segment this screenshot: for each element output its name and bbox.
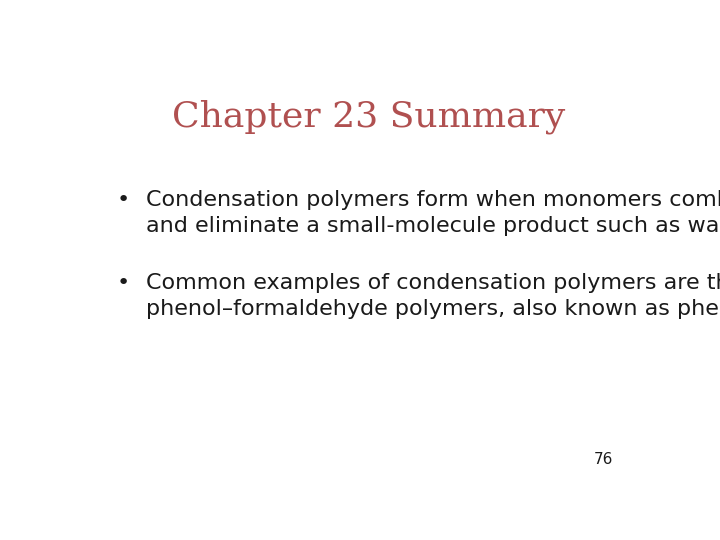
Text: •: • — [117, 190, 130, 210]
Text: Condensation polymers form when monomers combine
and eliminate a small-molecule : Condensation polymers form when monomers… — [145, 190, 720, 236]
Text: 76: 76 — [594, 453, 613, 467]
Text: Common examples of condensation polymers are the
phenol–formaldehyde polymers, a: Common examples of condensation polymers… — [145, 273, 720, 319]
Text: •: • — [117, 273, 130, 293]
Text: Chapter 23 Summary: Chapter 23 Summary — [172, 99, 566, 134]
